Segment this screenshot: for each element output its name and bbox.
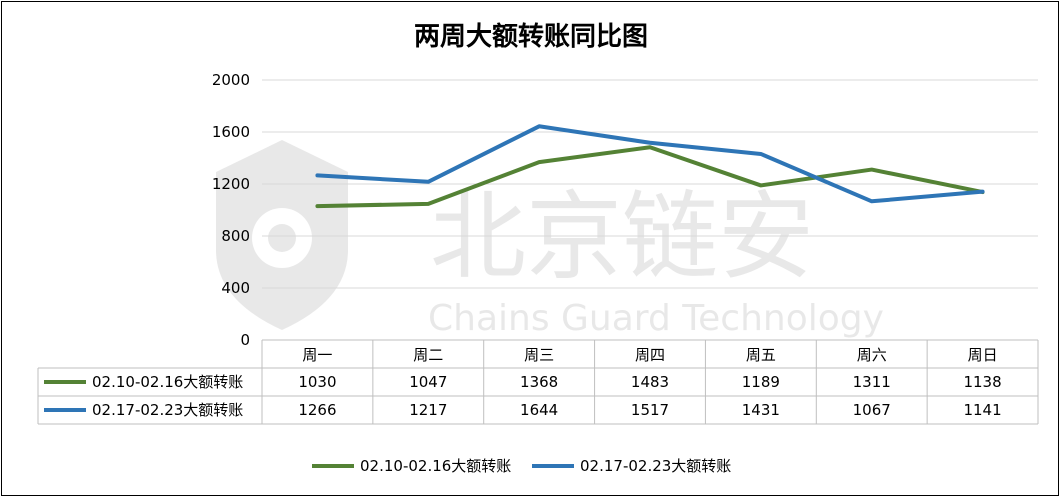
y-tick-label: 400	[221, 279, 250, 297]
table-series-name: 02.17-02.23大额转账	[92, 401, 243, 419]
table-value-cell: 1311	[853, 373, 891, 391]
watermark-shield-icon	[216, 140, 348, 330]
table-value-cell: 1047	[409, 373, 447, 391]
table-value-cell: 1483	[631, 373, 669, 391]
table-value-cell: 1217	[409, 401, 447, 419]
table-value-cell: 1431	[742, 401, 780, 419]
table-header-cell: 周六	[857, 346, 887, 364]
table-value-cell: 1644	[520, 401, 558, 419]
table-value-cell: 1189	[742, 373, 780, 391]
table-value-cell: 1030	[298, 373, 336, 391]
legend-label: 02.10-02.16大额转账	[360, 457, 511, 475]
table-header-cell: 周一	[302, 346, 332, 364]
chart-title: 两周大额转账同比图	[413, 22, 648, 52]
table-value-cell: 1067	[853, 401, 891, 419]
watermark-sub-text: Chains Guard Technology	[428, 298, 884, 339]
table-value-cell: 1368	[520, 373, 558, 391]
table-header-cell: 周二	[413, 346, 443, 364]
watermark-main-text: 北京链安	[430, 181, 814, 293]
table-value-cell: 1517	[631, 401, 669, 419]
table-value-cell: 1266	[298, 401, 336, 419]
series-lines	[315, 124, 985, 209]
table-series-name: 02.10-02.16大额转账	[92, 373, 243, 391]
table-header-cell: 周五	[746, 346, 776, 364]
legend: 02.10-02.16大额转账 02.17-02.23大额转账	[312, 457, 731, 475]
grid-lines	[262, 79, 1038, 289]
table-value-cell: 1138	[963, 373, 1001, 391]
data-table: 周一 周二 周三 周四 周五 周六 周日 02.10-02.16大额转账 1030 1047 136…	[37, 339, 1039, 425]
series-line-1	[315, 145, 985, 209]
table-header-cell: 周三	[524, 346, 554, 364]
y-tick-label: 1600	[212, 123, 250, 141]
y-tick-label: 1200	[212, 175, 250, 193]
y-tick-label: 2000	[212, 71, 250, 89]
watermark: 北京链安 Chains Guard Technology	[216, 140, 884, 339]
y-tick-label: 800	[221, 227, 250, 245]
y-axis: 0 400 800 1200 1600 2000	[212, 71, 250, 349]
table-header-cell: 周日	[968, 346, 998, 364]
series-line-2	[315, 124, 985, 204]
legend-label: 02.17-02.23大额转账	[580, 457, 731, 475]
y-tick-label: 0	[240, 331, 250, 349]
table-header-cell: 周四	[635, 346, 665, 364]
table-value-cell: 1141	[963, 401, 1001, 419]
